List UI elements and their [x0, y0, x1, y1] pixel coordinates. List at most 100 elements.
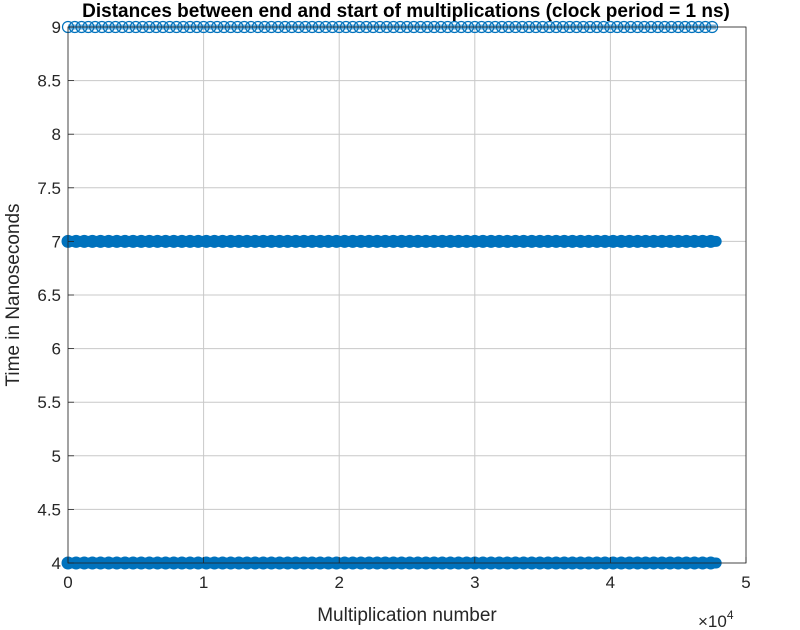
data-point [85, 234, 99, 248]
data-point [183, 234, 197, 248]
data-point [460, 234, 474, 248]
data-point [77, 234, 91, 248]
data-point [508, 234, 522, 248]
data-point [94, 234, 108, 248]
data-point [655, 234, 669, 248]
data-point [704, 234, 718, 248]
data-point [452, 234, 466, 248]
data-point [574, 234, 588, 248]
chart-title: Distances between end and start of multi… [82, 1, 730, 22]
data-point [427, 234, 441, 248]
data-point [240, 234, 254, 248]
x-tick-label: 3 [470, 573, 479, 592]
x-tick-label: 4 [606, 573, 615, 592]
data-point [606, 234, 620, 248]
data-point [289, 234, 303, 248]
y-tick-labels: 4 4.5 5 5.5 6 6.5 7 7.5 8 8.5 9 [37, 18, 61, 573]
data-point [199, 234, 213, 248]
data-point [671, 234, 685, 248]
data-point [622, 234, 636, 248]
data-point [590, 234, 604, 248]
data-point [631, 234, 645, 248]
data-point [273, 234, 287, 248]
data-point [386, 234, 400, 248]
data-point [126, 234, 140, 248]
data-point [484, 234, 498, 248]
data-point [134, 234, 148, 248]
data-point [533, 234, 547, 248]
data-point [207, 234, 221, 248]
data-point [297, 234, 311, 248]
data-point [395, 234, 409, 248]
data-point [525, 234, 539, 248]
data-point [216, 234, 230, 248]
data-point [582, 234, 596, 248]
data-point [517, 234, 531, 248]
x-axis-label: Multiplication number [317, 605, 497, 626]
data-point [142, 234, 156, 248]
data-point [256, 234, 270, 248]
data-point [443, 234, 457, 248]
data-point [232, 234, 246, 248]
data-point [102, 234, 116, 248]
y-tick-label: 5 [52, 447, 61, 466]
y-tick-label: 6 [52, 340, 61, 359]
data-point [321, 234, 335, 248]
y-axis-label: Time in Nanoseconds [3, 203, 24, 386]
data-point [687, 234, 701, 248]
data-point [248, 234, 262, 248]
y-tick-label: 8 [52, 125, 61, 144]
data-point [305, 234, 319, 248]
data-point [175, 234, 189, 248]
data-point [338, 234, 352, 248]
data-point [281, 234, 295, 248]
y-tick-label: 5.5 [37, 393, 61, 412]
data-point [435, 234, 449, 248]
series-y-7 [61, 234, 722, 248]
x-tick-label: 2 [334, 573, 343, 592]
x-tick-label: 1 [199, 573, 208, 592]
data-point [370, 234, 384, 248]
y-tick-label: 7.5 [37, 179, 61, 198]
data-point [354, 234, 368, 248]
y-tick-label: 6.5 [37, 286, 61, 305]
data-point [362, 234, 376, 248]
y-tick-label: 4 [52, 554, 61, 573]
data-point [264, 234, 278, 248]
y-tick-label: 8.5 [37, 72, 61, 91]
data-point [403, 234, 417, 248]
data-point [167, 234, 181, 248]
data-point [557, 234, 571, 248]
x-exponent-power: 4 [727, 608, 734, 622]
data-point [313, 234, 327, 248]
x-tick-label: 5 [741, 573, 750, 592]
data-point [346, 234, 360, 248]
data-point [329, 234, 343, 248]
data-point [696, 234, 710, 248]
data-point [150, 234, 164, 248]
y-tick-label: 9 [52, 18, 61, 37]
data-point [541, 234, 555, 248]
data-point [191, 234, 205, 248]
data-point [549, 234, 563, 248]
data-point [476, 234, 490, 248]
data-point [614, 234, 628, 248]
data-point [639, 234, 653, 248]
data-point [663, 234, 677, 248]
data-point [468, 234, 482, 248]
data-point [419, 234, 433, 248]
y-tick-label: 4.5 [37, 500, 61, 519]
data-point [598, 234, 612, 248]
data-point [500, 234, 514, 248]
data-point [110, 234, 124, 248]
data-point [679, 234, 693, 248]
data-point [647, 234, 661, 248]
data-point [378, 234, 392, 248]
data-point [411, 234, 425, 248]
x-exponent-label: ×104 [698, 608, 734, 630]
axes [67, 26, 747, 564]
x-tick-label: 0 [63, 573, 72, 592]
data-point [159, 234, 173, 248]
data-point [565, 234, 579, 248]
